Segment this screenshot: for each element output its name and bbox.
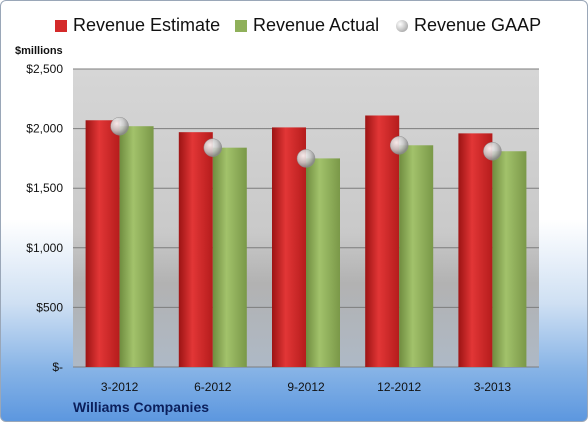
x-tick-label: 3-2013	[474, 380, 512, 394]
x-tick-label: 12-2012	[377, 380, 421, 394]
marker-revenue-gaap	[389, 136, 409, 155]
x-tick-label: 9-2012	[287, 380, 325, 394]
y-tick-label: $1,000	[26, 241, 63, 255]
legend-label: Revenue Estimate	[73, 15, 221, 35]
bar-revenue-estimate	[458, 133, 493, 367]
company-name: Williams Companies	[73, 399, 210, 415]
legend-label: Revenue GAAP	[414, 15, 542, 35]
y-tick-label: $2,500	[26, 62, 63, 76]
marker-revenue-gaap	[483, 141, 502, 161]
legend-square-icon	[235, 19, 247, 32]
legend-item: Revenue Actual	[235, 15, 379, 36]
marker-revenue-gaap	[296, 149, 316, 168]
bar-revenue-actual	[212, 147, 247, 367]
bar-revenue-estimate	[365, 115, 400, 367]
marker-revenue-gaap	[110, 116, 129, 136]
bar-revenue-estimate	[272, 127, 306, 368]
legend-item: Revenue GAAP	[396, 15, 541, 36]
y-tick-label: $2,000	[26, 122, 63, 136]
bar-revenue-actual	[399, 145, 434, 367]
bar-revenue-actual	[119, 126, 154, 367]
x-tick-label: 6-2012	[194, 380, 232, 394]
y-tick-label: $1,500	[26, 181, 63, 195]
bar-revenue-estimate	[178, 132, 213, 367]
bar-revenue-actual	[306, 158, 340, 367]
bar-revenue-actual	[492, 151, 527, 367]
y-tick-label: $-	[52, 360, 63, 374]
legend-square-icon	[55, 19, 67, 32]
y-axis-unit-label: $millions	[15, 45, 63, 57]
legend-label: Revenue Actual	[253, 15, 380, 35]
legend-circle-icon	[396, 19, 408, 32]
marker-revenue-gaap	[203, 138, 223, 157]
bar-revenue-estimate	[85, 120, 120, 367]
legend-item: Revenue Estimate	[55, 15, 220, 36]
x-tick-label: 3-2012	[101, 380, 139, 394]
legend: Revenue Estimate Revenue Actual Revenue GA…	[1, 15, 587, 41]
y-tick-label: $500	[36, 300, 63, 314]
